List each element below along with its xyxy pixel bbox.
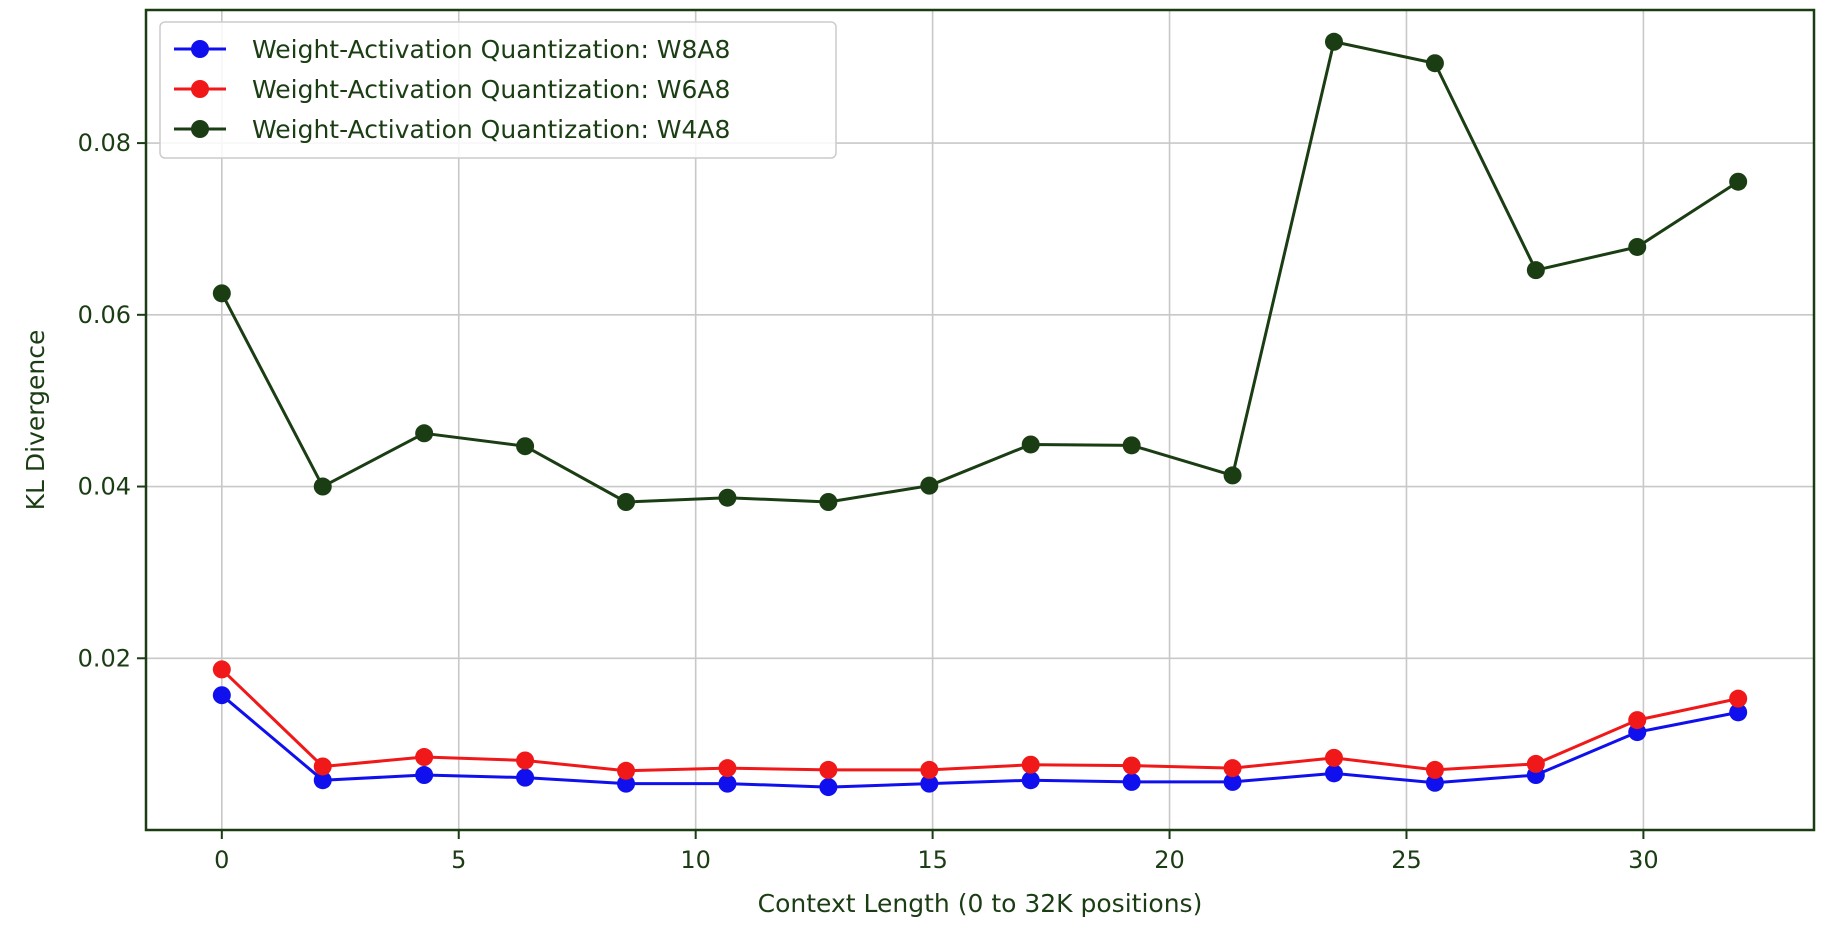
data-point <box>415 424 434 443</box>
data-point <box>1223 466 1242 485</box>
data-point <box>1628 237 1647 256</box>
legend-item: Weight-Activation Quantization: W6A8 <box>174 75 730 104</box>
legend-item: Weight-Activation Quantization: W4A8 <box>174 115 730 144</box>
data-point <box>212 284 231 303</box>
data-point <box>1021 771 1040 790</box>
data-point <box>1324 748 1343 767</box>
x-axis-label: Context Length (0 to 32K positions) <box>758 889 1203 918</box>
data-point <box>1425 760 1444 779</box>
y-tick-label: 0.04 <box>78 473 131 501</box>
y-tick-label: 0.06 <box>78 301 131 329</box>
data-point <box>1526 754 1545 773</box>
y-tick-label: 0.02 <box>78 644 131 672</box>
data-point <box>313 757 332 776</box>
data-point <box>1122 436 1141 455</box>
x-tick-label: 5 <box>451 846 466 874</box>
data-point <box>1223 772 1242 791</box>
data-point <box>1223 759 1242 778</box>
data-point <box>1425 773 1444 792</box>
legend-item: Weight-Activation Quantization: W8A8 <box>174 35 730 64</box>
series-line <box>220 40 1739 504</box>
series-2 <box>212 660 1748 780</box>
data-point <box>920 476 939 495</box>
x-tick-label: 20 <box>1154 846 1185 874</box>
data-point <box>1021 435 1040 454</box>
data-series <box>212 32 1748 797</box>
data-point <box>516 751 535 770</box>
data-point <box>718 488 737 507</box>
series-3 <box>212 32 1748 511</box>
legend-swatch-marker <box>191 40 209 58</box>
data-point <box>819 778 838 797</box>
legend: Weight-Activation Quantization: W8A8 Weig… <box>159 21 837 159</box>
data-point <box>1324 764 1343 783</box>
legend-box <box>159 21 837 159</box>
legend-swatch-marker <box>191 80 209 98</box>
y-axis-label: KL Divergence <box>21 330 50 511</box>
data-point <box>819 493 838 511</box>
x-tick-label: 30 <box>1628 846 1659 874</box>
legend-swatch-marker <box>191 120 209 138</box>
legend-label: Weight-Activation Quantization: W6A8 <box>252 75 730 104</box>
x-tick-label: 15 <box>917 846 948 874</box>
data-point <box>313 477 332 496</box>
data-point <box>718 759 737 778</box>
series-1 <box>212 686 1748 797</box>
data-point <box>1729 689 1748 708</box>
data-point <box>1729 703 1748 722</box>
data-point <box>1526 261 1545 280</box>
data-point <box>415 748 434 767</box>
data-point <box>920 774 939 793</box>
series-line <box>220 668 1739 773</box>
data-point <box>212 660 231 679</box>
legend-label: Weight-Activation Quantization: W8A8 <box>252 35 730 64</box>
x-tick-label: 25 <box>1391 846 1422 874</box>
data-point <box>1021 755 1040 774</box>
series-line <box>220 694 1739 789</box>
data-point <box>1729 172 1748 191</box>
data-point <box>1628 711 1647 730</box>
data-point <box>313 771 332 790</box>
data-point <box>1324 32 1343 51</box>
legend-label: Weight-Activation Quantization: W4A8 <box>252 115 730 144</box>
x-tick-label: 0 <box>214 846 229 874</box>
data-point <box>1122 772 1141 791</box>
data-point <box>1122 756 1141 775</box>
data-point <box>617 493 636 511</box>
data-point <box>212 686 231 705</box>
data-point <box>1425 54 1444 73</box>
data-point <box>415 766 434 785</box>
x-axis-ticks: 0 5 10 15 20 25 30 <box>214 830 1659 874</box>
data-point <box>718 774 737 793</box>
data-point <box>819 760 838 779</box>
plot-frame <box>144 8 1816 832</box>
y-axis-ticks: 0.02 0.04 0.06 0.08 <box>78 129 146 672</box>
data-point <box>920 760 939 779</box>
x-tick-label: 10 <box>680 846 711 874</box>
data-point <box>516 768 535 787</box>
data-point <box>617 774 636 793</box>
data-point <box>617 761 636 780</box>
data-point <box>516 437 535 456</box>
y-tick-label: 0.08 <box>78 129 131 157</box>
